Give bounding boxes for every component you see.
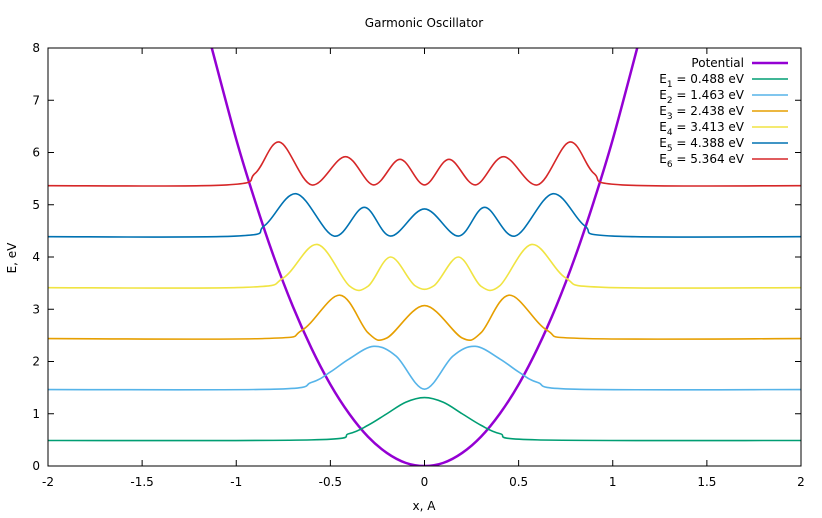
legend-entry: Potential bbox=[691, 56, 788, 70]
legend-label: E3 = 2.438 eV bbox=[659, 104, 745, 122]
legend-label: E5 = 4.388 eV bbox=[659, 136, 745, 154]
legend-entry: E1 = 0.488 eV bbox=[659, 72, 788, 90]
y-tick-label: 2 bbox=[32, 355, 40, 369]
x-tick-label: -0.5 bbox=[319, 475, 342, 489]
y-tick-label: 7 bbox=[32, 93, 40, 107]
legend-entry: E4 = 3.413 eV bbox=[659, 120, 788, 138]
energy-level-2-line bbox=[48, 345, 801, 391]
legend-label: E1 = 0.488 eV bbox=[659, 72, 745, 90]
x-tick-label: -1 bbox=[230, 475, 242, 489]
x-tick-label: 1.5 bbox=[697, 475, 716, 489]
y-axis-label: E, eV bbox=[5, 242, 19, 274]
potential-line bbox=[210, 48, 639, 466]
legend-entry: E2 = 1.463 eV bbox=[659, 88, 788, 106]
y-tick-label: 3 bbox=[32, 302, 40, 316]
y-tick-label: 5 bbox=[32, 198, 40, 212]
y-tick-label: 6 bbox=[32, 146, 40, 160]
legend-entry: E6 = 5.364 eV bbox=[659, 152, 788, 170]
legend-entry: E5 = 4.388 eV bbox=[659, 136, 788, 154]
ticks-layer: -2 -1.5 -1 -0.5 0 0.5 1 1.5 2 0 1 2 3 4 5 6 7 8 bbox=[32, 41, 804, 489]
energy-level-6-line bbox=[48, 141, 801, 187]
y-tick-label: 1 bbox=[32, 407, 40, 421]
legend-label: E6 = 5.364 eV bbox=[659, 152, 745, 170]
chart-title: Garmonic Oscillator bbox=[365, 16, 483, 30]
energy-level-4-line bbox=[48, 243, 801, 292]
legend-entry: E3 = 2.438 eV bbox=[659, 104, 788, 122]
legend-label: E4 = 3.413 eV bbox=[659, 120, 745, 138]
x-tick-label: 0 bbox=[421, 475, 429, 489]
x-tick-label: 0.5 bbox=[509, 475, 528, 489]
legend-label: Potential bbox=[691, 56, 744, 70]
curves-layer bbox=[48, 48, 801, 466]
x-tick-label: -2 bbox=[42, 475, 54, 489]
y-tick-label: 0 bbox=[32, 459, 40, 473]
legend-label: E2 = 1.463 eV bbox=[659, 88, 745, 106]
x-tick-label: 1 bbox=[609, 475, 617, 489]
x-axis-label: x, A bbox=[413, 499, 437, 513]
energy-level-1-line bbox=[48, 396, 801, 442]
y-tick-label: 8 bbox=[32, 41, 40, 55]
x-tick-label: 2 bbox=[797, 475, 805, 489]
y-tick-label: 4 bbox=[32, 250, 40, 264]
x-tick-label: -1.5 bbox=[130, 475, 153, 489]
energy-level-3-line bbox=[48, 294, 801, 342]
energy-level-5-line bbox=[48, 192, 801, 238]
